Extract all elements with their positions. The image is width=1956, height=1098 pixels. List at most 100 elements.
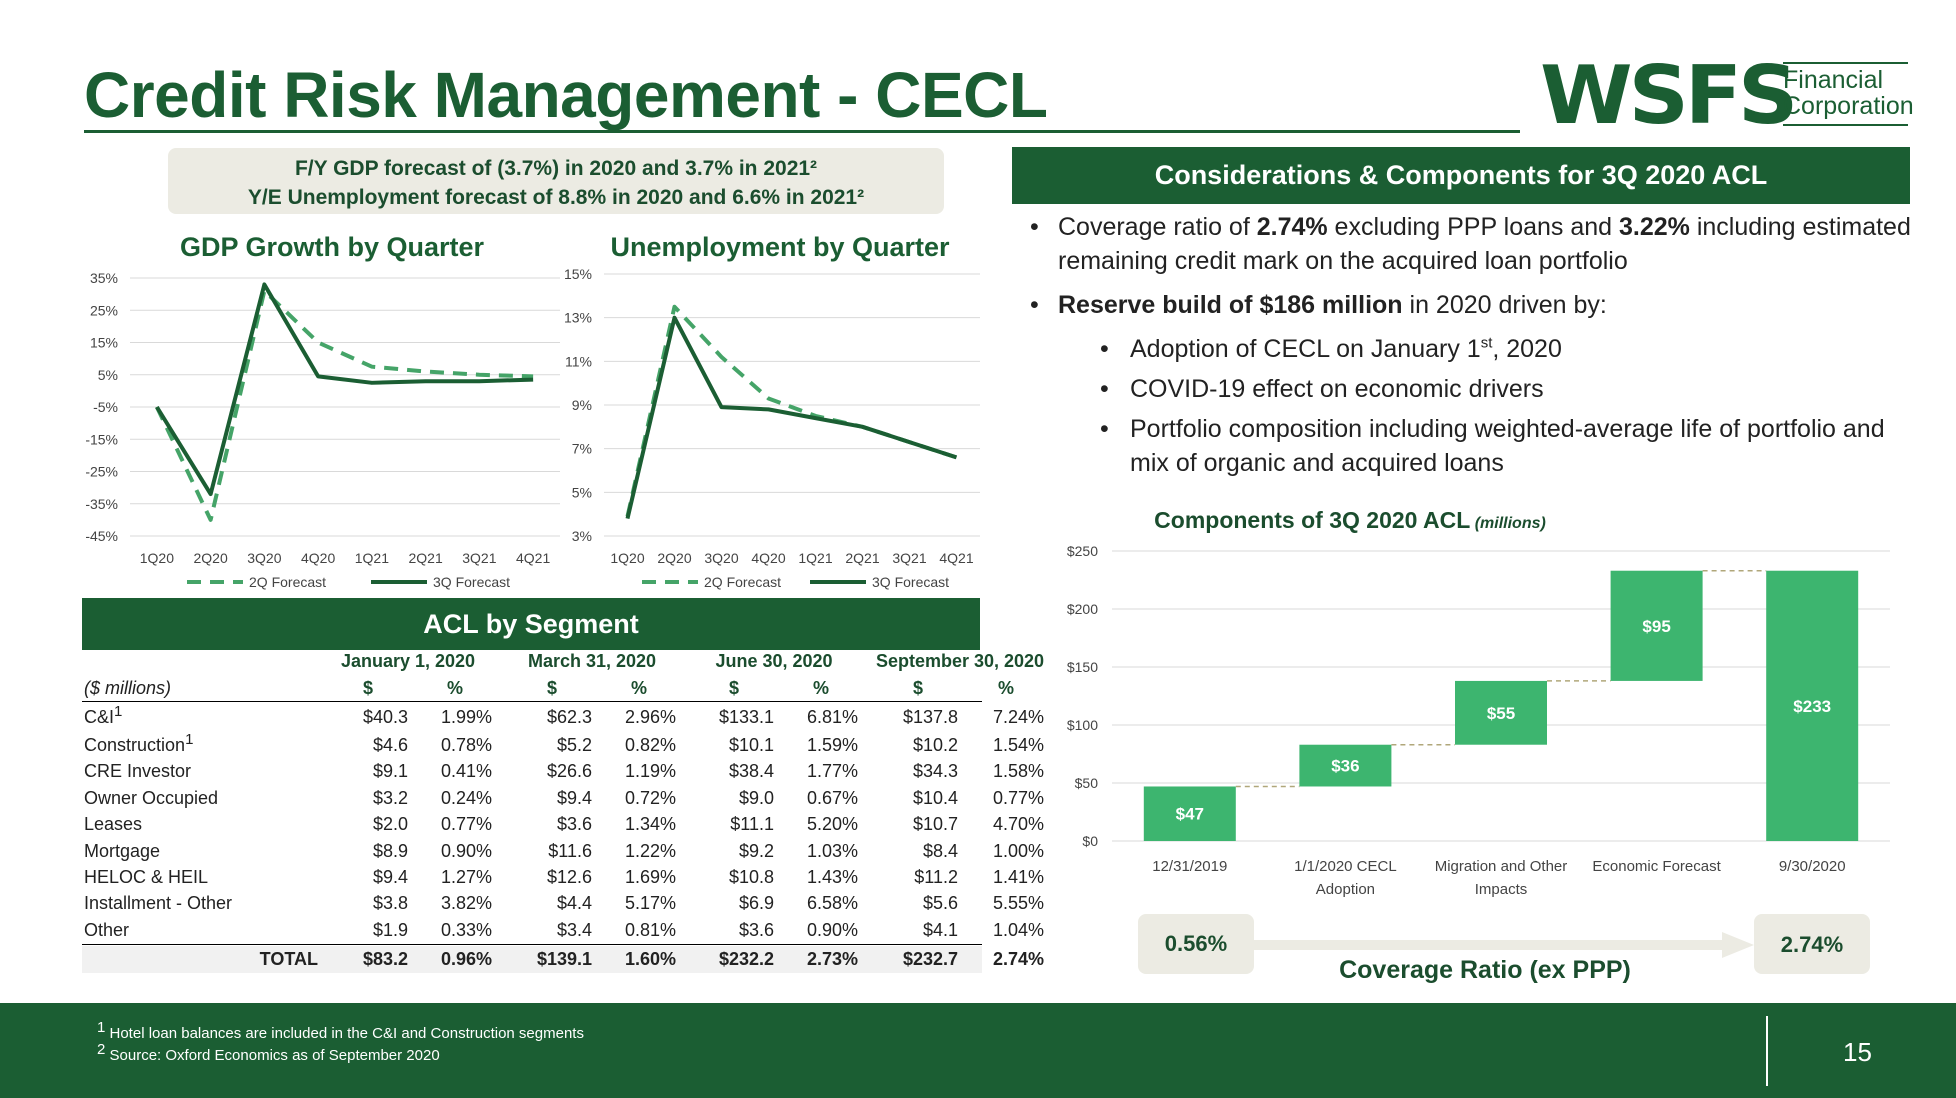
y-tick-label: $100 <box>1067 717 1098 733</box>
table-cell: 3.82% <box>440 893 492 913</box>
x-tick-label: 3Q21 <box>892 550 926 566</box>
table-row-label: HELOC & HEIL <box>84 864 208 891</box>
table-column-header: $ <box>912 678 923 698</box>
y-tick-label: 3% <box>572 528 592 544</box>
table-column-header: $ <box>728 678 739 698</box>
y-tick-label: -45% <box>85 528 118 544</box>
footer-separator <box>1766 1016 1768 1086</box>
table-cell: 2.96% <box>624 707 676 727</box>
footnote-2-marker: 2 <box>97 1041 106 1058</box>
subbullet-covid: COVID-19 effect on economic drivers <box>1028 372 1918 406</box>
y-tick-label: -15% <box>85 431 118 447</box>
chart-title: Unemployment by Quarter <box>610 232 950 262</box>
table-column-header: % <box>630 678 647 698</box>
y-tick-label: -25% <box>85 464 118 480</box>
row-label-footnote: 1 <box>114 703 123 720</box>
footnote-2: 2 Source: Oxford Economics as of Septemb… <box>97 1042 440 1064</box>
table-total-cell: 0.96% <box>440 949 492 969</box>
row-label-text: HELOC & HEIL <box>84 867 209 887</box>
table-cell: 1.58% <box>992 761 1044 781</box>
table-row: Other $1.9 0.33% $3.4 0.81% $3.6 0.90% $4.1 1.04… <box>82 917 1044 944</box>
coverage-end-pill: 2.74% <box>1754 914 1870 974</box>
table-cell: $9.2 <box>738 841 774 861</box>
table-total-cell: $232.2 <box>718 949 774 969</box>
legend-label: 2Q Forecast <box>249 574 326 590</box>
table-units-label: ($ millions) <box>84 678 172 698</box>
logo-rule-bottom <box>1783 124 1908 126</box>
table-cell: 1.99% <box>440 707 492 727</box>
table-cell: $3.6 <box>556 814 592 834</box>
bullet-text: Coverage ratio of <box>1058 213 1257 241</box>
y-tick-label: 7% <box>572 441 592 457</box>
table-column-header: $ <box>362 678 373 698</box>
y-tick-label: 25% <box>90 302 118 318</box>
table-total-cell: $232.7 <box>902 949 958 969</box>
considerations-header: Considerations & Components for 3Q 2020 … <box>1012 147 1910 204</box>
table-cell: 5.55% <box>992 893 1044 913</box>
table-cell: $4.1 <box>922 920 958 940</box>
table-total-rule <box>82 944 982 945</box>
table-column-header: % <box>812 678 829 698</box>
footnote-1-marker: 1 <box>97 1019 106 1036</box>
logo-mark: WSFS <box>1540 49 1798 142</box>
table-cell: $9.4 <box>372 867 408 887</box>
table-cell: $11.1 <box>730 814 774 834</box>
bullet-text: excluding PPP loans and <box>1327 213 1620 241</box>
row-label-text: Owner Occupied <box>84 788 219 808</box>
forecast-unemployment-text: Y/E Unemployment forecast of 8.8% in 202… <box>247 186 865 209</box>
y-tick-label: 13% <box>564 310 592 326</box>
footnote-1-text: Hotel loan balances are included in the … <box>105 1025 584 1042</box>
x-tick-label: 3Q20 <box>704 550 738 566</box>
table-cell: 0.24% <box>440 788 492 808</box>
table-cell: $3.6 <box>738 920 774 940</box>
series-2q-forecast-line <box>625 304 958 517</box>
row-label-text: Other <box>84 920 130 940</box>
table-cell: $5.6 <box>922 893 958 913</box>
bar-value-label: $36 <box>1331 757 1359 776</box>
table-cell: 0.77% <box>992 788 1044 808</box>
table-total-label: TOTAL <box>259 949 318 969</box>
x-category-label: 1/1/2020 CECL <box>1294 858 1397 875</box>
table-row-label: Construction1 <box>84 732 193 759</box>
row-label-footnote: 1 <box>185 731 194 748</box>
reserve-build-value: Reserve build of $186 million <box>1058 291 1403 319</box>
x-tick-label: 1Q20 <box>610 550 644 566</box>
table-cell: 1.19% <box>624 761 676 781</box>
waterfall-bar <box>1610 570 1703 681</box>
x-tick-label: 2Q21 <box>409 550 443 566</box>
row-label-text: Installment - Other <box>84 893 233 913</box>
x-tick-label: 3Q20 <box>247 550 281 566</box>
table-cell: $137.8 <box>902 707 958 727</box>
table-cell: 6.58% <box>806 893 858 913</box>
table-cell: $34.3 <box>912 761 958 781</box>
logo-text-financial: Financial <box>1783 66 1884 94</box>
legend-label: 3Q Forecast <box>872 574 949 590</box>
y-tick-label: 15% <box>90 335 118 351</box>
table-cell: $5.2 <box>556 735 592 755</box>
table-cell: 1.59% <box>806 735 858 755</box>
row-label-text: CRE Investor <box>84 761 192 781</box>
x-category-label: Adoption <box>1316 881 1375 898</box>
x-category-label: Migration and Other <box>1435 858 1568 875</box>
table-column-header: % <box>997 678 1014 698</box>
series-2q-forecast-line <box>155 288 534 522</box>
chart-title-units: (millions) <box>1470 515 1546 532</box>
table-cell: 1.22% <box>624 841 676 861</box>
table-cell: $3.2 <box>372 788 408 808</box>
x-category-label: Impacts <box>1475 881 1528 898</box>
table-cell: $11.2 <box>914 867 958 887</box>
x-category-label: 12/31/2019 <box>1152 858 1227 875</box>
table-cell: $9.1 <box>372 761 408 781</box>
table-cell: 0.33% <box>440 920 492 940</box>
y-tick-label: $250 <box>1067 543 1098 559</box>
footnote-1: 1 Hotel loan balances are included in th… <box>97 1020 584 1042</box>
x-tick-label: 2Q20 <box>657 550 691 566</box>
bullet-reserve-build: Reserve build of $186 million in 2020 dr… <box>1028 288 1918 322</box>
table-group-header: March 31, 2020 <box>527 651 657 671</box>
table-cell: $6.9 <box>738 893 774 913</box>
logo-rule-top <box>1783 62 1908 64</box>
page-number: 15 <box>1843 1037 1872 1067</box>
table-column-header-row: ($ millions) $% $% $% $% <box>82 675 1014 702</box>
table-cell: $38.4 <box>728 761 774 781</box>
table-row-label: Other <box>84 917 129 944</box>
